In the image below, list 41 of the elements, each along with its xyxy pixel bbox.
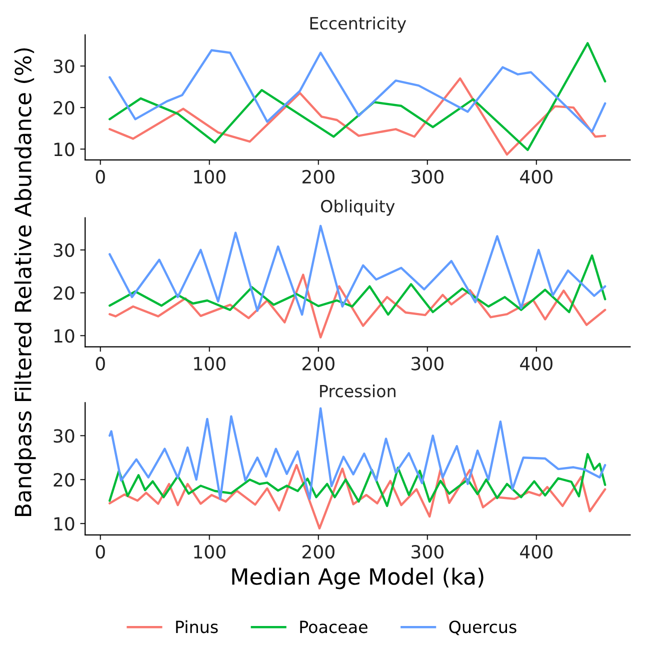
x-tick-label: 300 [412,544,444,559]
line-series [108,77,606,156]
x-tick-label: 200 [302,170,334,184]
legend-label: Pinus [176,620,218,634]
x-tick-label: 100 [194,170,226,184]
x-tick-label: 200 [302,544,334,559]
chart-title: Obliquity [321,200,395,216]
x-tick-label: 200 [302,356,334,370]
y-tick-label: 30 [54,243,74,258]
legend-label: Poaceae [300,620,368,634]
line-series [108,464,606,530]
chart-title: Prcession [320,384,396,398]
x-tick-label: 100 [194,356,226,370]
y-tick-label: 10 [54,516,74,531]
x-tick-label: 0 [96,356,105,370]
x-tick-label: 400 [520,544,552,559]
x-tick-label: 0 [96,170,105,184]
x-axis-title: Median Age Model (ka) [232,568,484,590]
y-tick-label: 30 [54,59,74,74]
line-series [108,49,606,133]
legend-label: Quercus [449,620,516,636]
x-tick-label: 0 [96,544,105,559]
y-axis-title: Bandpass Filtered Relative Abundance (%) [14,48,36,516]
chart-title: Eccentricity [310,16,406,33]
y-tick-label: 20 [54,473,74,487]
x-tick-label: 300 [412,356,444,370]
y-tick-label: 20 [54,286,74,300]
y-tick-label: 10 [54,142,74,156]
line-series [108,407,606,500]
x-tick-label: 400 [520,170,552,184]
line-series [108,452,606,508]
y-tick-label: 30 [54,429,74,443]
x-tick-label: 400 [520,356,552,370]
y-tick-label: 10 [54,329,74,343]
line-series [108,274,606,338]
line-series [108,224,606,316]
x-tick-label: 100 [194,544,226,559]
y-tick-label: 20 [54,101,74,115]
line-series [108,42,606,152]
line-series [108,254,606,316]
x-tick-label: 300 [412,170,444,184]
